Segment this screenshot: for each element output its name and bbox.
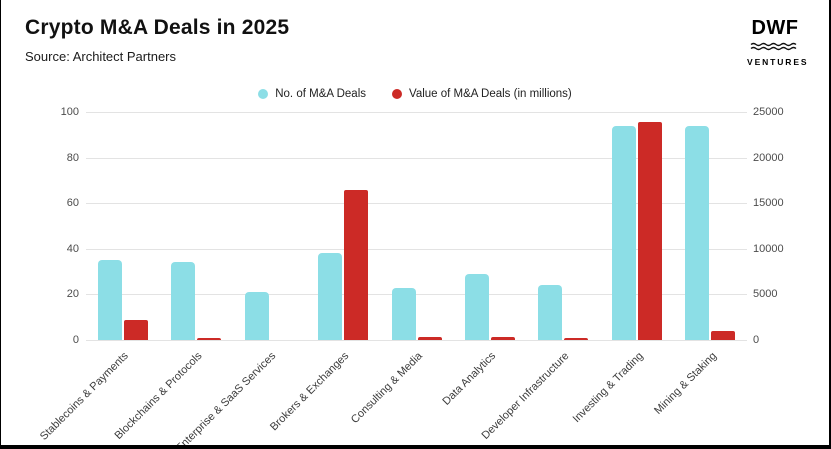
bar-value xyxy=(637,122,662,340)
bar-deals xyxy=(97,260,122,340)
legend-item-value: Value of M&A Deals (in millions) xyxy=(392,88,572,100)
category-label: Investing & Trading xyxy=(570,350,646,426)
legend-swatch-cyan-icon xyxy=(258,89,269,99)
right-axis-tick: 0 xyxy=(753,334,760,346)
bar-value xyxy=(123,320,148,340)
legend: No. of M&A Deals Value of M&A Deals (in … xyxy=(1,88,829,100)
bar-deals xyxy=(318,253,343,340)
gridline xyxy=(86,157,747,159)
waves-icon xyxy=(750,42,797,51)
left-axis-tick: 0 xyxy=(72,334,79,346)
bar-value xyxy=(417,337,442,340)
right-axis-tick: 10000 xyxy=(753,242,784,255)
bar-value xyxy=(711,331,736,340)
bar-value xyxy=(197,338,222,340)
legend-swatch-red-icon xyxy=(392,89,402,99)
bar-deals xyxy=(685,126,710,340)
source-note: Source: Architect Partners xyxy=(25,49,177,64)
legend-item-deals: No. of M&A Deals xyxy=(258,88,366,100)
category-label: Data Analytics xyxy=(440,350,499,408)
gridline xyxy=(86,294,747,296)
logo-text: DWF xyxy=(751,17,799,39)
left-axis-tick: 20 xyxy=(66,288,79,301)
left-axis-tick: 80 xyxy=(66,151,79,164)
x-axis-labels: Stablecoins & Payments Blockchains & Prot… xyxy=(38,340,747,445)
bar-deals xyxy=(171,262,196,340)
legend-label-value: Value of M&A Deals (in millions) xyxy=(409,88,572,100)
left-axis: 0 20 40 60 80 100 xyxy=(39,106,79,346)
category-label: Brokers & Exchanges xyxy=(268,350,352,434)
bar-deals xyxy=(538,285,563,340)
gridline xyxy=(86,340,747,341)
plot-area xyxy=(86,112,747,341)
page-title: Crypto M&A Deals in 2025 xyxy=(25,16,290,39)
right-axis-tick: 5000 xyxy=(753,288,778,301)
gridline xyxy=(86,203,747,205)
category-label: Developer Infrastructure xyxy=(479,350,572,442)
bar-deals xyxy=(244,292,269,340)
category-label: Mining & Staking xyxy=(651,350,719,417)
bar-deals xyxy=(611,126,636,340)
logo-subtitle: VENTURES xyxy=(747,57,809,67)
left-axis-tick: 40 xyxy=(66,242,79,255)
left-axis-tick: 60 xyxy=(66,197,79,210)
right-axis-tick: 20000 xyxy=(753,151,784,164)
gridline xyxy=(86,112,747,113)
dwf-ventures-logo: DWF VENTURES xyxy=(747,17,809,67)
right-axis-tick: 25000 xyxy=(753,106,784,118)
bar-deals xyxy=(464,274,489,340)
category-label: Consulting & Media xyxy=(349,350,425,426)
gridline xyxy=(86,248,747,250)
right-axis-tick: 15000 xyxy=(753,197,784,210)
bar-value xyxy=(490,337,515,340)
legend-label-deals: No. of M&A Deals xyxy=(275,88,366,100)
bar-deals xyxy=(391,288,416,340)
left-axis-tick: 100 xyxy=(60,106,79,118)
bar-value xyxy=(344,190,369,340)
right-axis: 0 5000 10000 15000 20000 25000 xyxy=(753,106,803,346)
bar-value xyxy=(564,338,589,340)
